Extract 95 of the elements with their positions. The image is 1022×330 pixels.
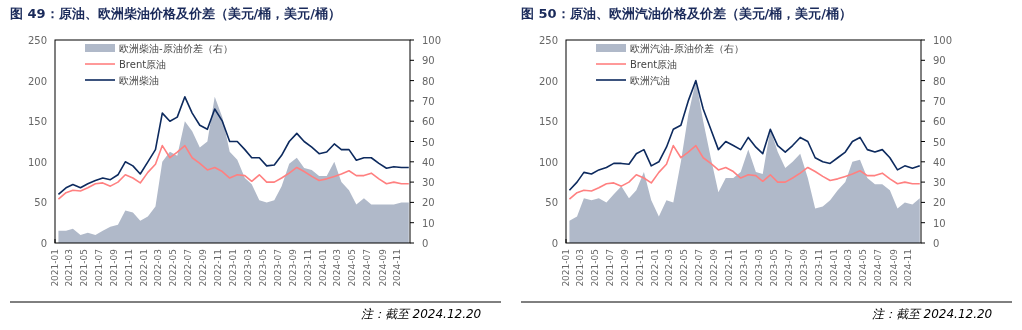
y2-tick-label: 40 [422,156,435,168]
legend-label: 欧洲柴油-原油价差（右） [119,43,233,54]
x-tick-label: 2024-11 [903,249,914,287]
x-tick-label: 2022-05 [168,249,179,287]
x-tick-label: 2023-03 [753,249,764,287]
y2-tick-label: 50 [422,136,435,148]
x-tick-label: 2023-05 [768,249,779,287]
y2-tick-label: 60 [422,116,435,128]
x-tick-label: 2023-09 [798,248,809,287]
x-tick-label: 2021-03 [63,249,74,287]
y2-tick-label: 0 [422,238,429,249]
y-tick-label: 200 [538,75,558,87]
x-tick-label: 2024-07 [362,249,373,287]
x-tick-label: 2023-03 [242,249,253,287]
x-tick-label: 2024-09 [888,248,899,287]
y2-tick-label: 70 [422,95,435,107]
chart-title: 图 50：原油、欧洲汽油价格及价差（美元/桶，美元/桶） [521,6,853,21]
y-tick-label: 100 [27,156,47,168]
x-tick-label: 2022-07 [694,249,705,287]
y-tick-label: 100 [538,156,558,168]
x-tick-label: 2021-07 [604,249,615,287]
x-tick-label: 2021-03 [574,249,585,287]
x-tick-label: 2022-03 [664,249,675,287]
text: 注：截至 2024.12.20 [871,307,993,321]
x-tick-label: 2021-11 [123,249,134,287]
y2-tick-label: 70 [933,95,946,107]
line-series [568,144,921,200]
y2-tick-label: 20 [422,197,435,209]
legend-label: 欧洲柴油 [119,75,159,86]
y2-tick-label: 90 [933,55,946,67]
legend-label: 欧洲汽油 [630,75,670,86]
y2-tick-label: 60 [933,116,946,128]
x-tick-label: 2022-01 [138,249,149,287]
y-tick-label: 250 [27,35,47,46]
x-tick-label: 2023-01 [228,249,239,287]
legend-label: Brent原油 [119,59,167,70]
x-tick-label: 2022-03 [153,249,164,287]
x-tick-label: 2024-03 [843,249,854,287]
x-tick-label: 2024-03 [332,249,343,287]
x-tick-label: 2024-01 [828,249,839,287]
x-tick-label: 2021-01 [49,249,60,287]
y-tick-label: 200 [27,75,47,87]
x-tick-label: 2024-01 [317,249,328,287]
y-tick-label: 150 [27,116,47,128]
chart-title: 图 49：原油、欧洲柴油价格及价差（美元/桶，美元/桶） [10,6,342,21]
y-tick-label: 0 [40,238,47,249]
y2-tick-label: 10 [933,217,946,229]
y-tick-label: 50 [545,197,558,209]
x-tick-label: 2021-09 [620,248,631,287]
x-tick-label: 2023-07 [272,249,283,287]
x-tick-label: 2023-07 [783,249,794,287]
x-tick-label: 2024-05 [858,249,869,287]
x-tick-label: 2022-05 [679,249,690,287]
y2-tick-label: 80 [933,75,946,87]
x-tick-label: 2022-01 [649,249,660,287]
x-tick-label: 2024-07 [873,249,884,287]
x-tick-label: 2021-11 [634,249,645,287]
x-tick-label: 2023-01 [739,249,750,287]
x-tick-label: 2024-09 [377,248,388,287]
x-tick-label: 2022-11 [213,249,224,287]
legend-label: 欧洲汽油-原油价差（右） [630,43,744,54]
x-tick-label: 2021-05 [78,249,89,287]
y2-tick-label: 20 [933,197,946,209]
y2-tick-label: 40 [933,156,946,168]
x-tick-label: 2024-11 [392,249,403,287]
x-tick-label: 2023-05 [257,249,268,287]
x-tick-label: 2022-07 [183,249,194,287]
text: 注：截至 2024.12.20 [360,307,482,321]
x-tick-label: 2022-11 [724,249,735,287]
x-tick-label: 2023-09 [287,248,298,287]
x-tick-label: 2023-11 [813,249,824,287]
y-tick-label: 150 [538,116,558,128]
y-tick-label: 0 [551,238,558,249]
y2-tick-label: 30 [933,177,946,189]
line-series [57,144,410,200]
x-tick-label: 2023-11 [302,249,313,287]
x-tick-label: 2024-05 [347,249,358,287]
y2-tick-label: 0 [933,238,940,249]
y2-tick-label: 100 [422,35,442,46]
x-tick-label: 2021-09 [109,248,120,287]
y2-tick-label: 50 [933,136,946,148]
y-tick-label: 50 [34,197,47,209]
x-tick-label: 2021-07 [93,249,104,287]
x-tick-label: 2021-01 [560,249,571,287]
y2-tick-label: 100 [933,35,953,46]
y2-tick-label: 80 [422,75,435,87]
y2-tick-label: 10 [422,217,435,229]
x-tick-label: 2022-09 [709,248,720,287]
line-series [57,96,410,196]
y2-tick-label: 30 [422,177,435,189]
x-tick-label: 2021-05 [589,249,600,287]
x-tick-label: 2022-09 [198,248,209,287]
legend-label: Brent原油 [630,59,678,70]
y-tick-label: 250 [538,35,558,46]
y2-tick-label: 90 [422,55,435,67]
